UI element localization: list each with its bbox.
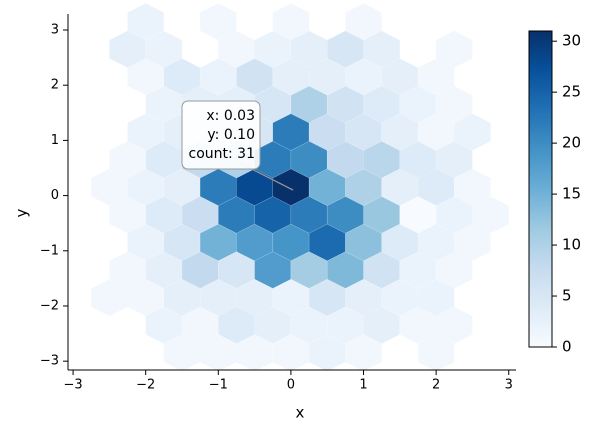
colorbar-tick-label: 0 <box>562 338 572 356</box>
y-tick-label: 0 <box>51 188 59 203</box>
x-tick-label: −3 <box>63 378 82 393</box>
tooltip-line: x: 0.03 <box>206 108 255 124</box>
y-tick-label: −1 <box>40 243 59 258</box>
hex-layer <box>90 3 509 372</box>
colorbar-tick-label: 25 <box>562 83 581 101</box>
y-tick-label: 2 <box>51 78 59 93</box>
tooltip-line: count: 31 <box>189 146 255 162</box>
y-tick-label: −3 <box>40 354 59 369</box>
colorbar-tick-label: 5 <box>562 287 572 305</box>
x-tick-label: −2 <box>136 378 155 393</box>
colorbar-tick-label: 30 <box>562 32 581 50</box>
x-axis-label: x <box>296 404 305 422</box>
colorbar-tick-label: 10 <box>562 236 581 254</box>
x-tick-label: 1 <box>359 378 367 393</box>
y-tick-label: 3 <box>51 23 59 38</box>
y-tick-label: 1 <box>51 133 59 148</box>
colorbar-tick-label: 15 <box>562 185 581 203</box>
x-tick-label: −1 <box>209 378 228 393</box>
y-tick-label: −2 <box>40 298 59 313</box>
x-tick-label: 0 <box>287 378 295 393</box>
x-tick-label: 3 <box>505 378 513 393</box>
colorbar-tick-label: 20 <box>562 134 581 152</box>
colorbar <box>528 30 553 348</box>
tooltip-box <box>181 100 261 170</box>
x-tick-label: 2 <box>432 378 440 393</box>
tooltip-line: y: 0.10 <box>207 127 255 143</box>
y-axis-label: y <box>13 208 31 217</box>
